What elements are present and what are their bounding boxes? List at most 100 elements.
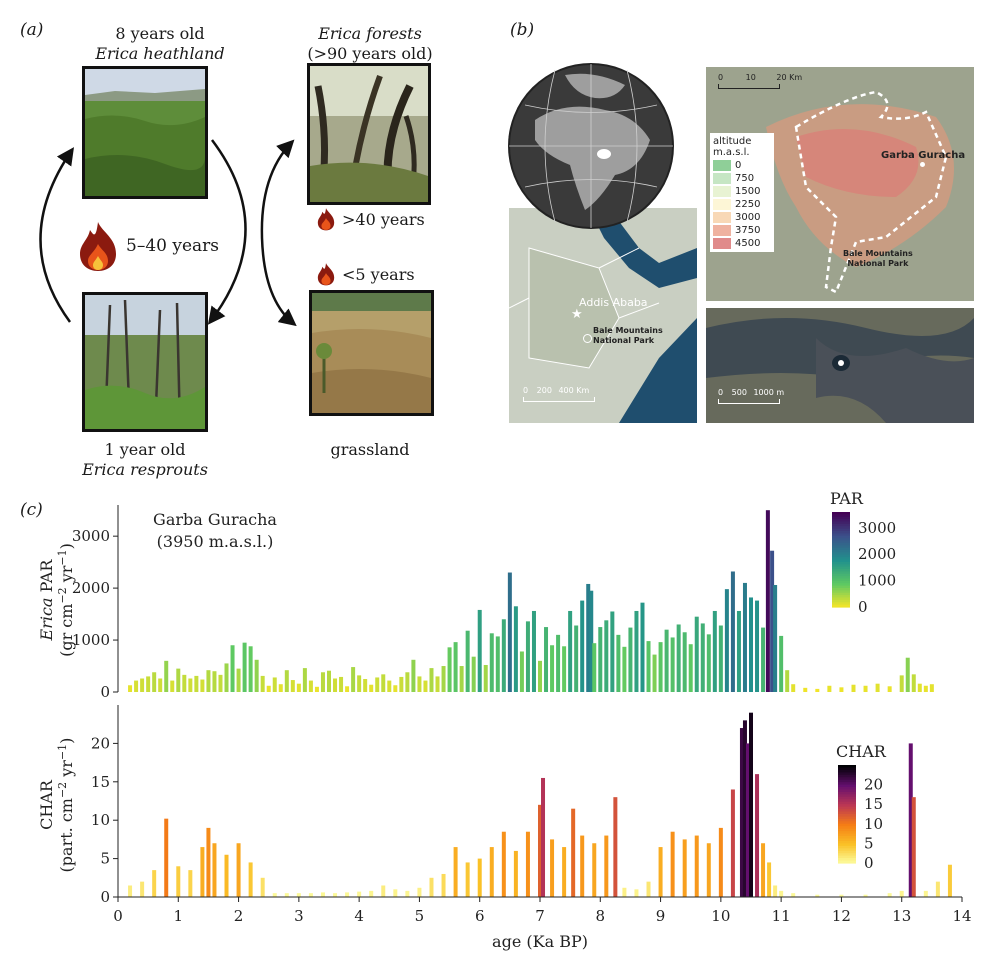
colorbar-segment — [832, 580, 850, 584]
bar — [212, 671, 217, 692]
x-tick-label: 6 — [475, 907, 485, 925]
bar — [453, 642, 458, 692]
colorbar-segment — [832, 519, 850, 523]
colorbar-segment — [832, 538, 850, 542]
legend-swatch — [713, 238, 731, 249]
bar — [375, 677, 380, 692]
colorbar-segment — [832, 516, 850, 520]
legend-label: 3000 — [735, 212, 761, 223]
y-axis-label-line: CHAR — [37, 779, 56, 830]
legend-label: 750 — [735, 173, 755, 184]
fire-upper-label: >40 years — [316, 207, 425, 231]
bar — [742, 582, 747, 692]
bar — [887, 686, 892, 692]
park-label-large: Bale Mountains National Park — [843, 249, 913, 268]
x-tick-label: 10 — [711, 907, 730, 925]
panel-c-label: (c) — [20, 500, 43, 520]
colorbar-segment — [838, 838, 856, 842]
caption-line: 1 year old — [104, 440, 186, 459]
legend-swatch — [713, 173, 731, 184]
bar — [188, 678, 193, 692]
colorbar-segment — [832, 531, 850, 534]
colorbar-segment — [832, 523, 850, 527]
bar — [170, 680, 175, 692]
bar — [146, 676, 151, 692]
site-label: Garba Guracha — [881, 150, 966, 161]
colorbar-segment — [832, 554, 850, 558]
bar — [875, 683, 880, 692]
bar — [947, 864, 952, 897]
forest-photo — [307, 63, 431, 205]
legend-entry: 750 — [713, 173, 771, 184]
bar — [646, 641, 651, 692]
bar — [417, 887, 422, 897]
colorbar-segment — [838, 818, 856, 822]
x-tick-label: 7 — [535, 907, 545, 925]
legend-swatch — [713, 212, 731, 223]
bar — [501, 831, 506, 897]
colorbar-segment — [832, 566, 850, 570]
bar — [200, 847, 205, 897]
x-tick-label: 11 — [772, 907, 791, 925]
colorbar-segment — [838, 774, 856, 778]
bar — [616, 634, 621, 692]
bar — [333, 678, 338, 692]
x-tick-label: 13 — [892, 907, 911, 925]
y-tick-label: 2000 — [72, 579, 110, 597]
legend-entry: 1500 — [713, 186, 771, 197]
bar — [736, 610, 741, 692]
bar — [538, 660, 542, 692]
bar — [483, 664, 488, 692]
y-axis-label-char: CHAR (part. cm−2 yr−1) — [37, 738, 76, 873]
bar — [923, 685, 928, 692]
arrow-left — [39, 147, 74, 323]
bar — [399, 676, 404, 692]
colorbar-segment — [832, 533, 850, 537]
colorbar-segment — [838, 821, 856, 825]
bar — [586, 583, 591, 692]
bar — [742, 720, 747, 897]
bar — [773, 584, 778, 692]
x-tick-label: 2 — [234, 907, 244, 925]
bar — [664, 629, 669, 692]
bar — [314, 686, 319, 692]
colorbar-segment — [838, 779, 856, 783]
bar — [345, 686, 350, 692]
bar — [580, 600, 585, 692]
colorbar-tick-label: 5 — [864, 834, 874, 852]
bar — [571, 808, 576, 897]
legend-swatch — [713, 199, 731, 210]
bar — [260, 675, 265, 692]
bar — [393, 889, 398, 897]
park-altitude-map: 0 10 20 Km Garba Guracha Bale Mountains … — [706, 67, 974, 301]
y-tick-label: 5 — [100, 850, 110, 868]
bar — [899, 890, 904, 897]
bar — [260, 877, 265, 897]
fire-icon — [80, 222, 116, 271]
colorbar-segment — [838, 791, 856, 795]
bar — [911, 797, 916, 897]
legend-label: 0 — [735, 160, 742, 171]
colorbar-title: PAR — [830, 489, 864, 508]
y-tick-label: 3000 — [72, 527, 110, 545]
bar — [320, 672, 325, 692]
bar — [327, 670, 331, 692]
bar — [495, 636, 500, 692]
bar — [206, 670, 211, 692]
colorbar-segment — [832, 597, 850, 601]
bar — [212, 843, 217, 897]
bar — [544, 627, 549, 692]
legend-swatch — [713, 186, 731, 197]
bar — [613, 797, 618, 897]
colorbar-tick-label: 1000 — [858, 572, 896, 590]
panel-b-label: (b) — [510, 20, 535, 40]
colorbar-tick-label: 3000 — [858, 519, 896, 537]
bar — [610, 611, 615, 692]
bar — [706, 843, 711, 897]
colorbar-segment — [838, 801, 856, 805]
bar — [272, 677, 277, 692]
bar — [182, 674, 187, 692]
bar — [393, 685, 398, 692]
colorbar-segment — [832, 512, 850, 515]
